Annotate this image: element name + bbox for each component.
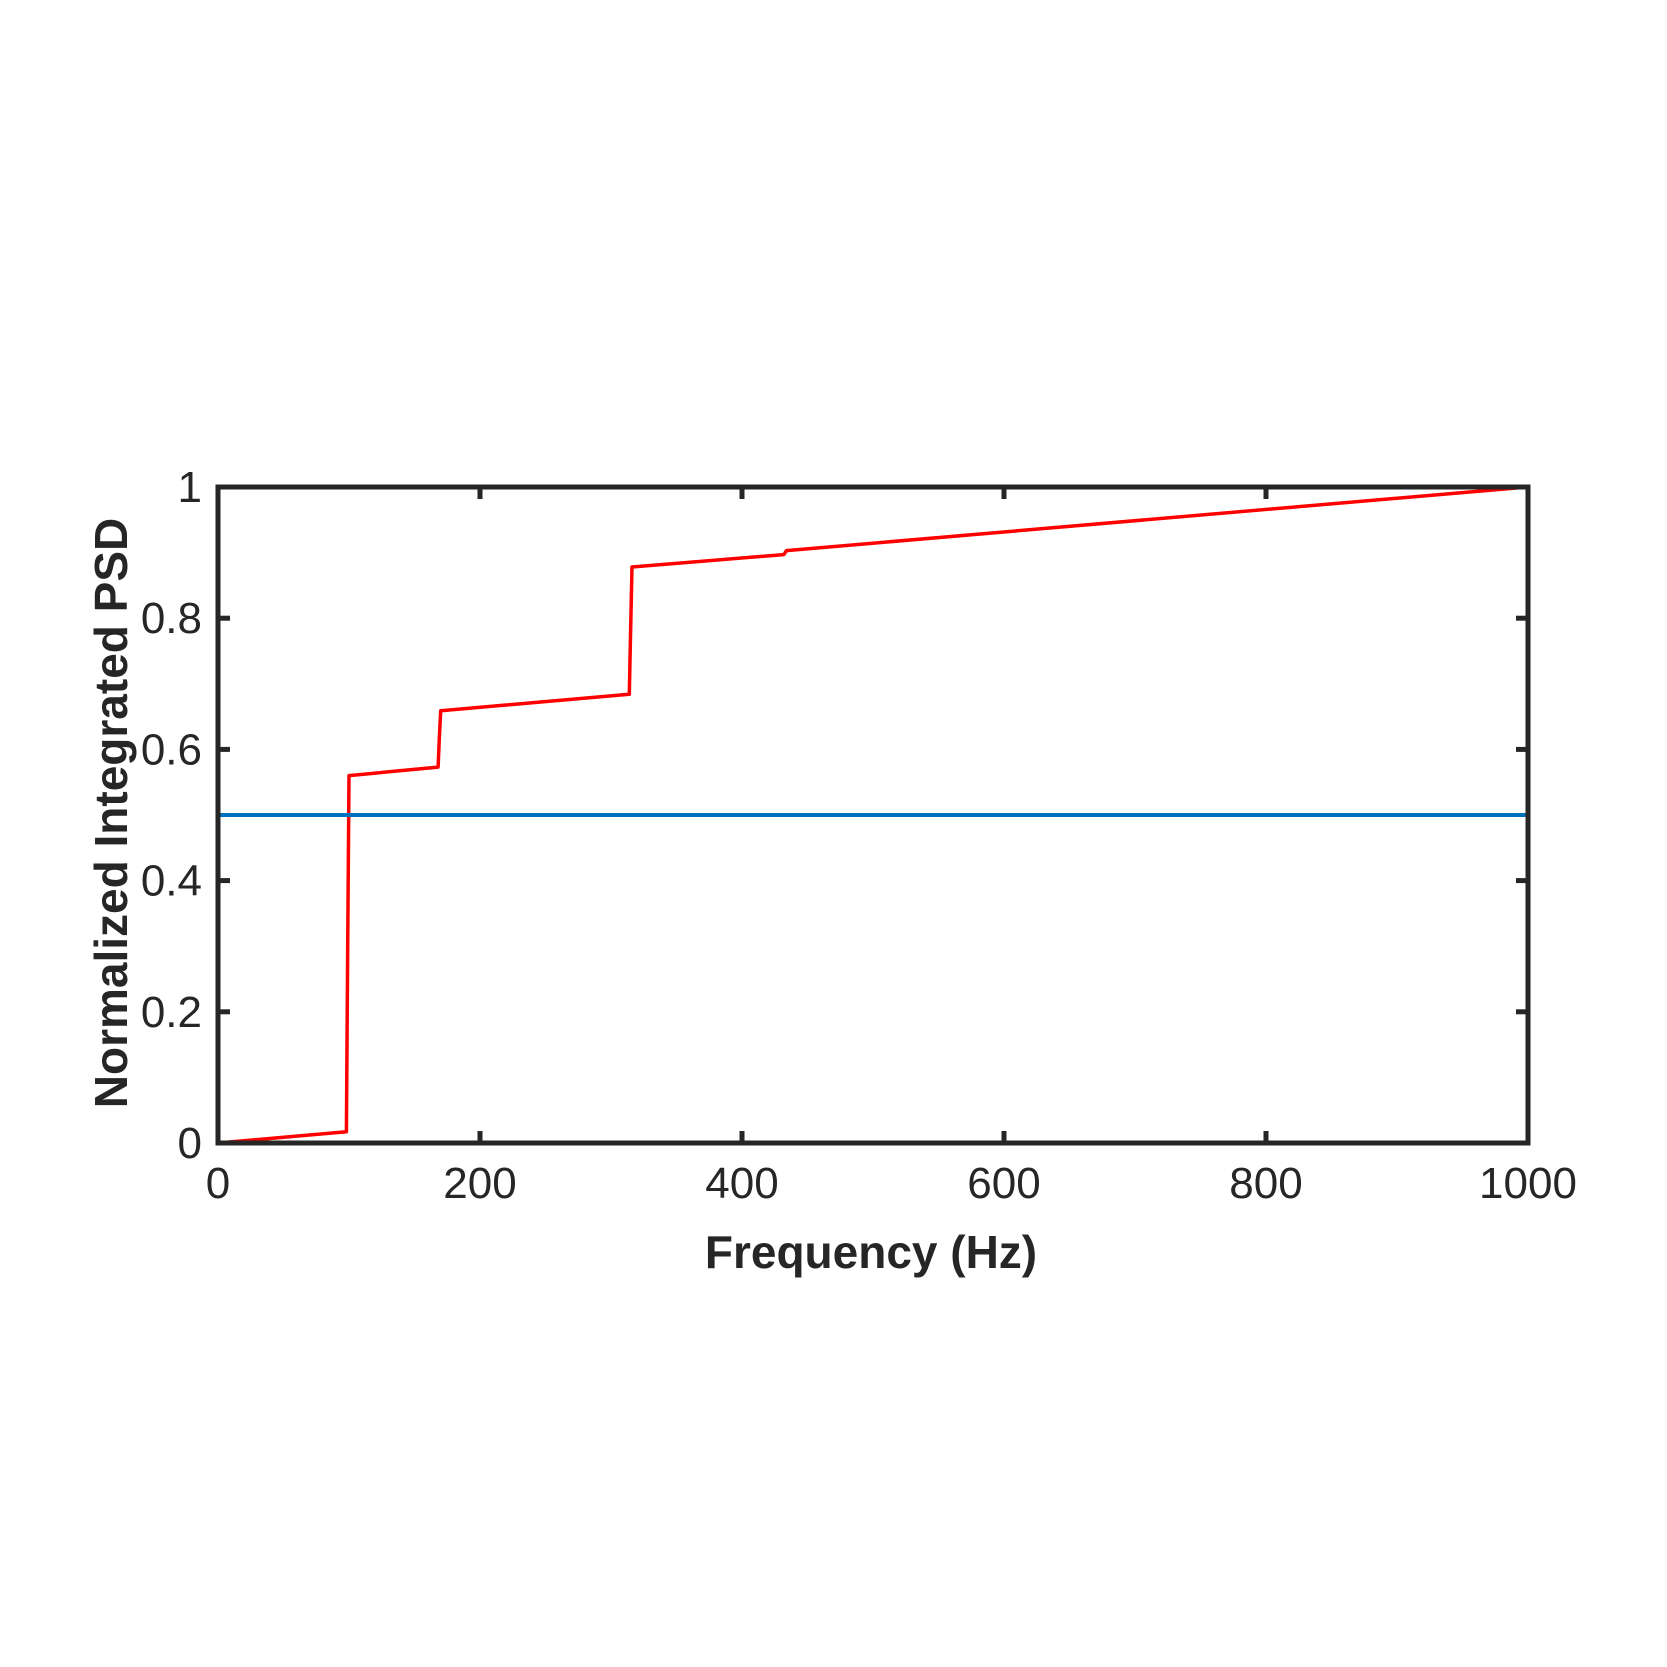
y-tick-label: 0.6 [141, 725, 202, 774]
x-tick-label: 0 [206, 1159, 230, 1208]
x-tick-label: 800 [1229, 1159, 1302, 1208]
series-layer [217, 485, 1529, 1145]
series-line-red [217, 485, 1529, 1145]
y-tick-label: 0.4 [141, 857, 202, 906]
x-tick-label: 1000 [1479, 1159, 1577, 1208]
y-tick-label: 0 [178, 1119, 202, 1168]
y-tick-label: 0.2 [141, 988, 202, 1037]
x-tick-label: 600 [967, 1159, 1040, 1208]
ticks-layer [215, 484, 1531, 1146]
y-tick-label: 0.8 [141, 594, 202, 643]
x-tick-label: 400 [705, 1159, 778, 1208]
y-tick-label: 1 [178, 463, 202, 512]
x-axis-label: Frequency (Hz) [705, 1226, 1037, 1278]
tick-labels-layer: 0 200 400 600 800 1000 0 0.2 0.4 0.6 0.8 1 [141, 463, 1577, 1208]
y-axis-label: Normalized Integrated PSD [85, 518, 137, 1108]
x-tick-label: 200 [443, 1159, 516, 1208]
plot-area-frame [215, 484, 1531, 1146]
